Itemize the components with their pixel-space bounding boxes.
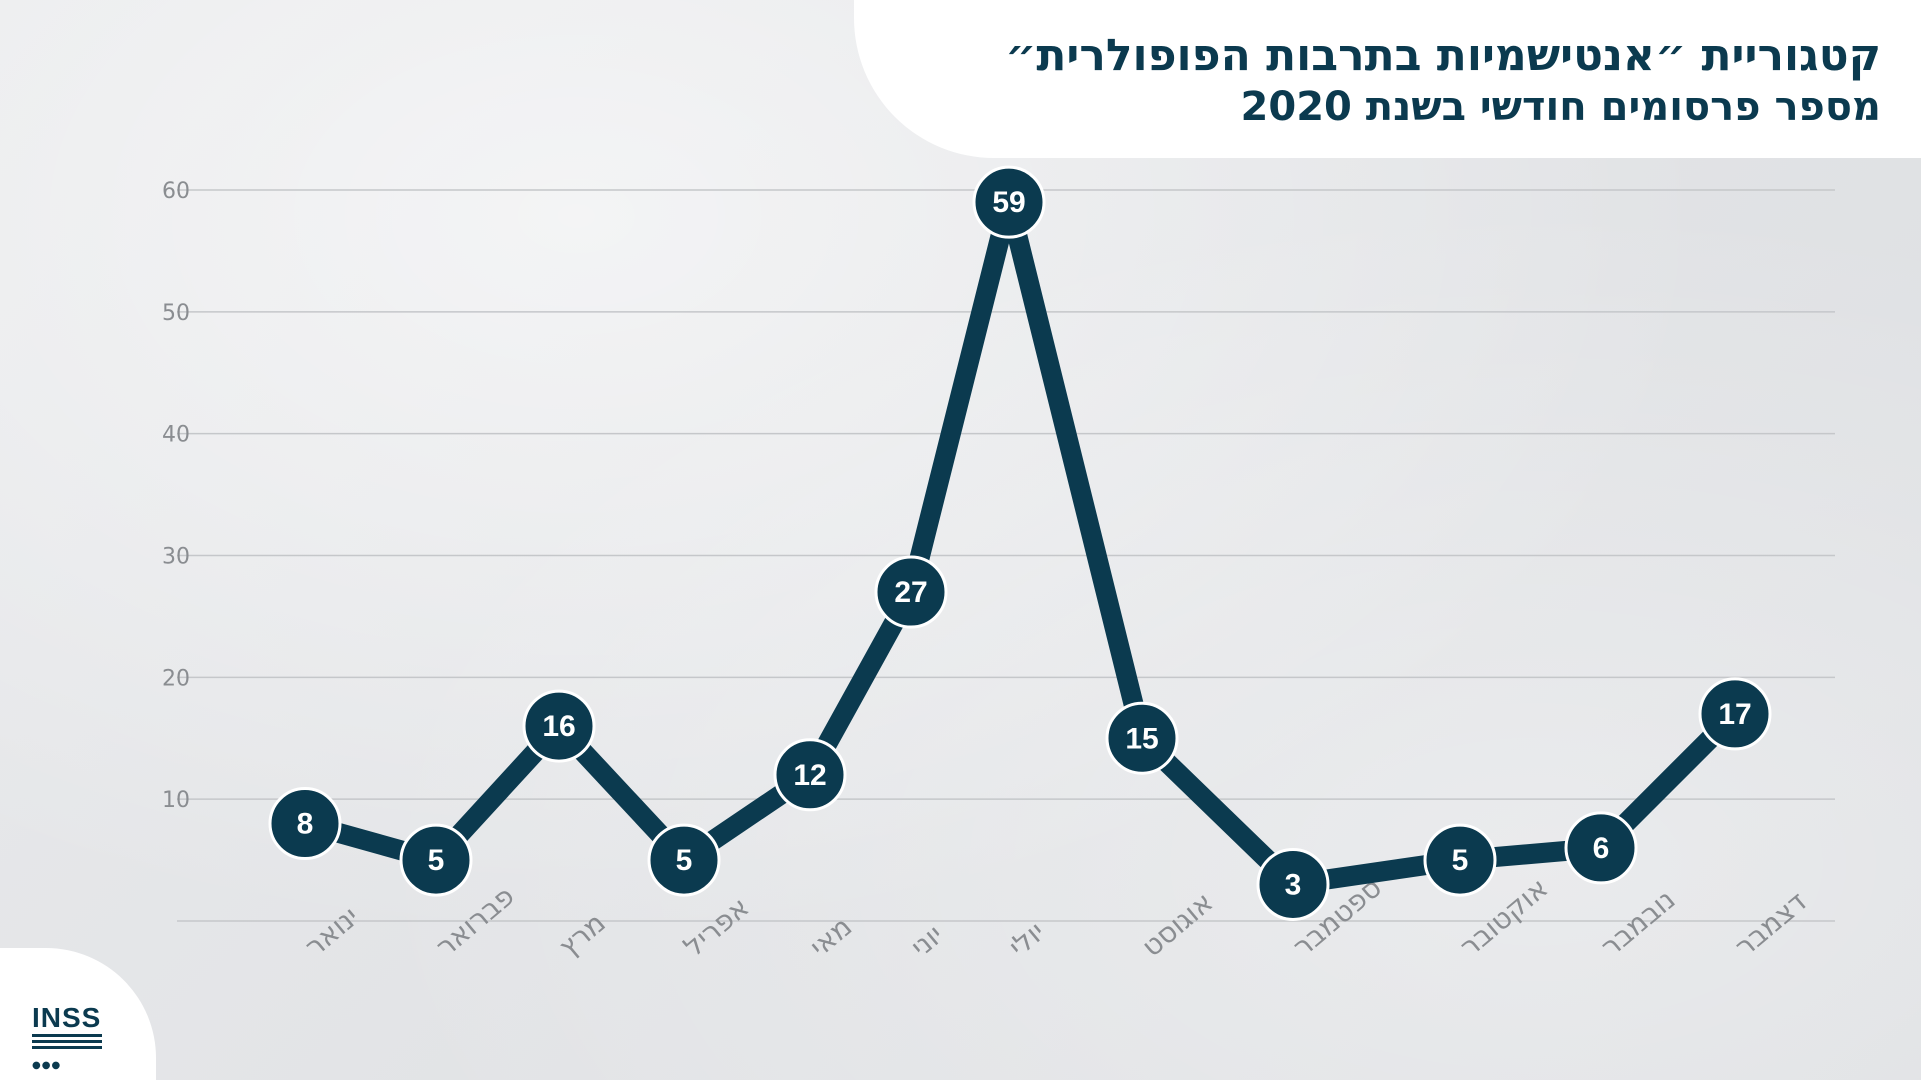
data-point-0 — [268, 787, 342, 861]
x-axis-ticks: ינואר פברואר מרץ אפריל מאי יוני יולי אוגוסט ספטמ… — [298, 871, 1813, 964]
x-tick-label-11: דצמבר — [1728, 885, 1813, 964]
title-card: קטגוריית ״אנטישמיות בתרבות הפופולרית״ מס… — [854, 0, 1921, 158]
data-label-2: 16 — [542, 710, 575, 743]
data-label-4: 12 — [793, 759, 826, 792]
data-label-5: 27 — [894, 576, 927, 609]
data-point-4 — [773, 738, 847, 812]
x-tick-label-3: אפריל — [677, 890, 755, 963]
y-tick-label-2: 30 — [162, 545, 190, 570]
inss-logo: INSS — [32, 1002, 102, 1033]
data-label-0: 8 — [297, 808, 314, 841]
x-tick-label-6: יולי — [1002, 915, 1051, 963]
y-tick-label-1: 20 — [162, 666, 190, 691]
data-label-1: 5 — [428, 844, 445, 877]
data-point-7 — [1105, 701, 1179, 775]
data-point-10 — [1564, 811, 1638, 885]
data-label-3: 5 — [676, 844, 693, 877]
data-point-9 — [1423, 823, 1497, 897]
x-tick-label-5: יוני — [904, 918, 949, 963]
y-tick-label-4: 50 — [162, 301, 190, 326]
data-point-1 — [399, 823, 473, 897]
chart-title: קטגוריית ״אנטישמיות בתרבות הפופולרית״ — [1005, 30, 1881, 81]
data-label-9: 5 — [1452, 844, 1469, 877]
x-tick-label-7: אוגוסט — [1135, 885, 1219, 963]
data-point-5 — [874, 555, 948, 629]
data-point-3 — [647, 823, 721, 897]
series-line — [295, 192, 1745, 895]
logo-dots-icon: ●●● — [32, 1060, 62, 1071]
data-point-2 — [522, 689, 596, 763]
data-label-10: 6 — [1593, 832, 1610, 865]
data-label-8: 3 — [1285, 868, 1302, 901]
chart-subtitle: מספר פרסומים חודשי בשנת 2020 — [1240, 84, 1881, 130]
data-label-11: 17 — [1718, 698, 1751, 731]
x-tick-label-2: מרץ — [552, 906, 611, 963]
x-tick-label-0: ינואר — [298, 900, 365, 964]
data-points: 8 5 16 5 12 27 59 15 3 5 6 17 — [268, 165, 1772, 921]
gridlines — [177, 189, 1835, 922]
data-series — [295, 192, 1745, 895]
y-tick-label-0: 10 — [162, 788, 190, 813]
y-tick-label-3: 40 — [162, 423, 190, 448]
x-tick-label-10: נובמבר — [1594, 883, 1681, 964]
data-label-6: 59 — [992, 186, 1025, 219]
logo-lines-icon — [32, 1034, 102, 1052]
y-axis-ticks: 10 20 30 40 50 60 — [162, 179, 190, 813]
y-tick-label-5: 60 — [162, 179, 190, 204]
x-tick-label-4: מאי — [803, 910, 858, 964]
logo-card: INSS ●●● — [0, 948, 156, 1080]
data-label-7: 15 — [1125, 722, 1158, 755]
data-point-11 — [1698, 677, 1772, 751]
data-point-6 — [972, 165, 1046, 239]
data-point-8 — [1256, 847, 1330, 921]
